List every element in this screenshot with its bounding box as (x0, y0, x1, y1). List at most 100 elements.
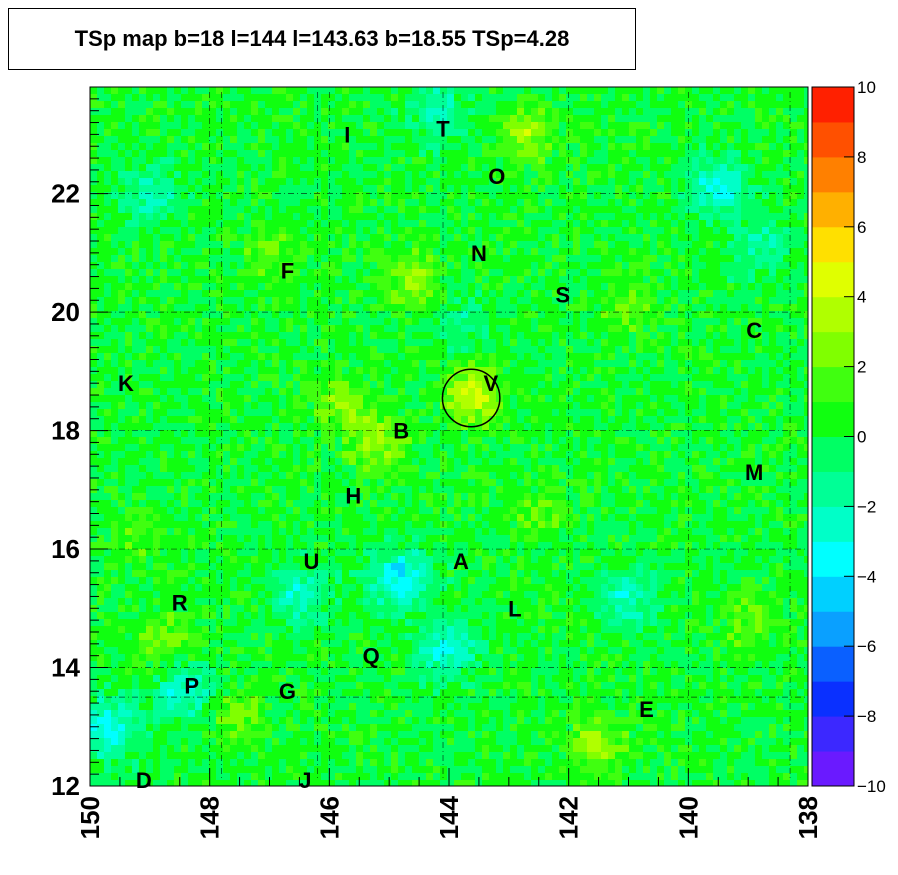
heatmap-cell (615, 262, 622, 269)
heatmap-cell (699, 220, 706, 227)
heatmap-cell (720, 262, 727, 269)
heatmap-cell (748, 171, 755, 178)
heatmap-cell (468, 171, 475, 178)
heatmap-cell (272, 367, 279, 374)
heatmap-cell (482, 227, 489, 234)
heatmap-cell (622, 185, 629, 192)
heatmap-cell (118, 402, 125, 409)
heatmap-cell (342, 248, 349, 255)
heatmap-cell (419, 276, 426, 283)
heatmap-cell (111, 395, 118, 402)
heatmap-cell (167, 339, 174, 346)
heatmap-cell (657, 192, 664, 199)
heatmap-cell (188, 129, 195, 136)
heatmap-cell (426, 276, 433, 283)
heatmap-cell (384, 290, 391, 297)
heatmap-cell (251, 234, 258, 241)
heatmap-cell (657, 283, 664, 290)
heatmap-cell (440, 178, 447, 185)
heatmap-cell (153, 227, 160, 234)
heatmap-cell (664, 395, 671, 402)
heatmap-cell (209, 234, 216, 241)
heatmap-cell (279, 241, 286, 248)
heatmap-cell (174, 213, 181, 220)
heatmap-cell (664, 269, 671, 276)
heatmap-cell (468, 122, 475, 129)
heatmap-cell (636, 304, 643, 311)
heatmap-cell (671, 325, 678, 332)
heatmap-cell (636, 122, 643, 129)
heatmap-cell (265, 241, 272, 248)
heatmap-cell (244, 115, 251, 122)
heatmap-cell (223, 402, 230, 409)
heatmap-cell (426, 346, 433, 353)
heatmap-cell (188, 171, 195, 178)
heatmap-cell (377, 346, 384, 353)
heatmap-cell (167, 262, 174, 269)
heatmap-cell (461, 325, 468, 332)
heatmap-cell (258, 220, 265, 227)
heatmap-cell (342, 213, 349, 220)
heatmap-cell (146, 150, 153, 157)
heatmap-cell (118, 388, 125, 395)
heatmap-cell (216, 416, 223, 423)
heatmap-cell (433, 157, 440, 164)
heatmap-cell (167, 388, 174, 395)
heatmap-cell (615, 283, 622, 290)
heatmap-cell (657, 101, 664, 108)
heatmap-cell (132, 248, 139, 255)
heatmap-cell (748, 101, 755, 108)
heatmap-cell (678, 164, 685, 171)
heatmap-cell (279, 402, 286, 409)
heatmap-cell (727, 367, 734, 374)
heatmap-cell (678, 388, 685, 395)
heatmap-cell (762, 185, 769, 192)
heatmap-cell (307, 339, 314, 346)
heatmap-cell (622, 255, 629, 262)
heatmap-cell (153, 220, 160, 227)
heatmap-cell (608, 339, 615, 346)
heatmap-cell (90, 269, 97, 276)
heatmap-cell (573, 227, 580, 234)
heatmap-cell (419, 416, 426, 423)
heatmap-cell (153, 381, 160, 388)
heatmap-cell (797, 262, 804, 269)
heatmap-cell (104, 339, 111, 346)
heatmap-cell (580, 220, 587, 227)
heatmap-cell (321, 381, 328, 388)
heatmap-cell (559, 136, 566, 143)
heatmap-cell (202, 122, 209, 129)
heatmap-cell (139, 297, 146, 304)
heatmap-cell (181, 269, 188, 276)
heatmap-cell (384, 388, 391, 395)
heatmap-cell (349, 402, 356, 409)
heatmap-cell (300, 164, 307, 171)
heatmap-cell (209, 213, 216, 220)
heatmap-cell (167, 297, 174, 304)
heatmap-cell (188, 353, 195, 360)
heatmap-cell (496, 360, 503, 367)
heatmap-cell (776, 388, 783, 395)
heatmap-cell (97, 178, 104, 185)
heatmap-cell (111, 416, 118, 423)
heatmap-cell (713, 248, 720, 255)
heatmap-cell (762, 136, 769, 143)
heatmap-cell (195, 269, 202, 276)
heatmap-cell (594, 234, 601, 241)
heatmap-cell (608, 241, 615, 248)
heatmap-cell (552, 143, 559, 150)
heatmap-cell (783, 101, 790, 108)
heatmap-cell (104, 143, 111, 150)
heatmap-cell (160, 241, 167, 248)
heatmap-cell (370, 374, 377, 381)
heatmap-cell (524, 416, 531, 423)
heatmap-cell (692, 283, 699, 290)
heatmap-cell (328, 416, 335, 423)
heatmap-cell (615, 360, 622, 367)
heatmap-cell (237, 171, 244, 178)
heatmap-cell (314, 122, 321, 129)
heatmap-cell (419, 178, 426, 185)
heatmap-cell (713, 276, 720, 283)
heatmap-cell (517, 304, 524, 311)
heatmap-cell (692, 304, 699, 311)
